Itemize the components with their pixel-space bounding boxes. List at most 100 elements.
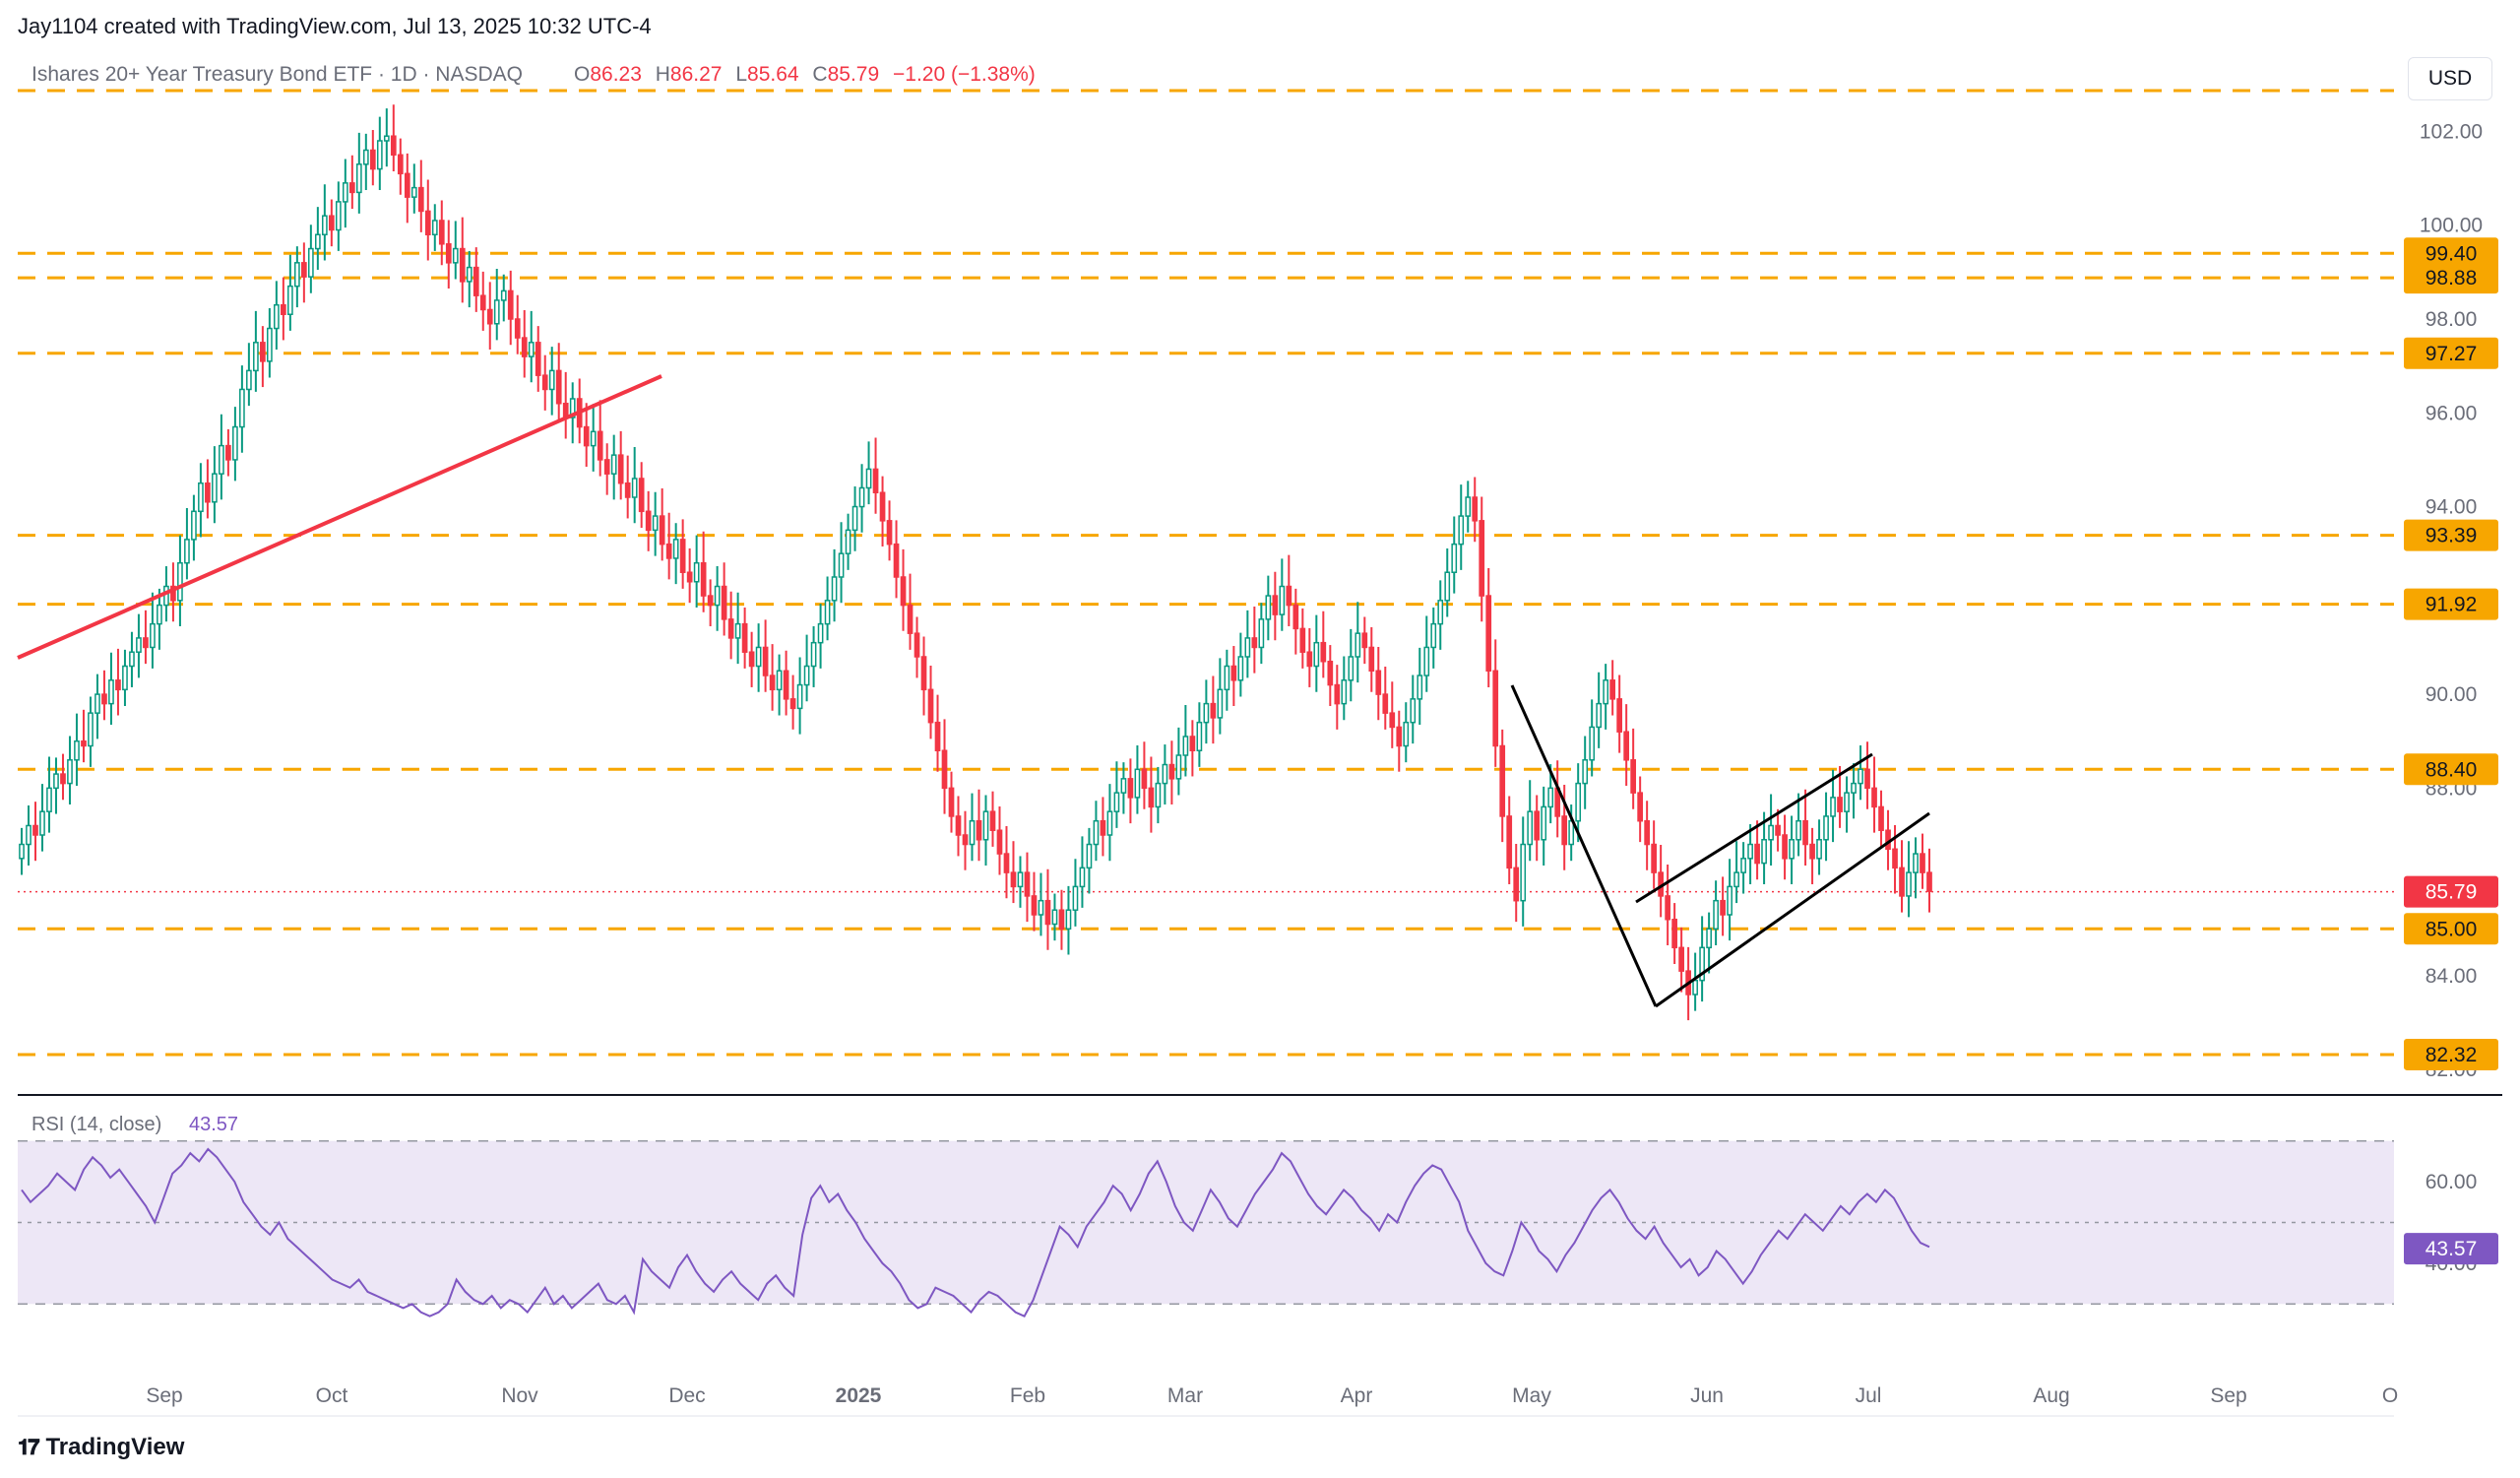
candle-down	[741, 622, 748, 653]
candle-up	[672, 539, 679, 559]
candle-up	[376, 140, 383, 170]
candle-up	[198, 482, 204, 513]
drawings	[17, 374, 1930, 1008]
candle-down	[1782, 834, 1788, 860]
candle-down	[879, 491, 886, 522]
candle-down	[1327, 660, 1334, 686]
candle-up	[1217, 688, 1224, 719]
candle-up	[851, 505, 858, 532]
legend-l-value: 85.64	[747, 63, 799, 86]
time-tick-label: Apr	[1341, 1384, 1373, 1407]
candle-down	[645, 510, 652, 532]
candle-up	[1520, 843, 1527, 902]
red-trendline	[17, 374, 662, 660]
candle-up	[776, 670, 783, 691]
candle-up	[466, 266, 472, 283]
candle-up	[1761, 839, 1767, 865]
candle-up	[528, 342, 535, 357]
candle-up	[46, 787, 52, 812]
candle-up	[294, 262, 300, 288]
candle-up	[1768, 824, 1774, 841]
candle-down	[1230, 665, 1237, 681]
candle-down	[1382, 693, 1389, 714]
level-price-label: 97.27	[2426, 343, 2478, 365]
candle-down	[1100, 819, 1106, 836]
legend-h-label: H	[656, 63, 670, 86]
candle-down	[920, 656, 927, 691]
candle-down	[1299, 627, 1306, 653]
candle-up	[1465, 496, 1472, 517]
legend-symbol[interactable]: Ishares 20+ Year Treasury Bond ETF · 1D …	[32, 63, 523, 86]
candle-up	[1175, 754, 1182, 780]
legend-change: −1.20 (−1.38%)	[893, 63, 1036, 86]
candle-up	[1265, 595, 1272, 620]
candle-down	[976, 819, 982, 841]
candle-up	[253, 342, 259, 372]
currency-button[interactable]: USD	[2408, 57, 2492, 100]
candle-up	[355, 163, 362, 194]
legend-l-label: L	[735, 63, 747, 86]
candle-up	[212, 473, 218, 503]
candle-down	[617, 454, 624, 484]
candle-up	[1079, 867, 1086, 888]
tradingview-logo[interactable]: 𝟏𝟕 TradingView	[18, 1434, 184, 1461]
candle-up	[150, 622, 156, 649]
tradingview-brand: TradingView	[45, 1434, 185, 1460]
legend-ohlc: O86.23 H86.27 L85.64 C85.79 −1.20 (−1.38…	[574, 63, 1036, 86]
legend-h-value: 86.27	[670, 63, 723, 86]
candle-down	[1031, 895, 1038, 916]
candle-down	[927, 688, 934, 724]
candle-down	[665, 543, 672, 559]
level-price-label-bg	[2404, 588, 2498, 620]
candle-up	[1444, 571, 1451, 602]
candle-up	[67, 759, 73, 785]
candle-up	[1086, 843, 1093, 869]
time-tick-label: Sep	[146, 1384, 182, 1407]
candle-up	[1106, 810, 1113, 836]
time-tick-label: 2025	[836, 1384, 882, 1407]
candle-down	[1775, 824, 1781, 836]
candle-down	[115, 679, 121, 691]
candle-down	[996, 829, 1003, 855]
candle-down	[1837, 797, 1843, 812]
candle-down	[1561, 815, 1568, 846]
candle-up	[1224, 665, 1230, 691]
candle-up	[865, 468, 872, 489]
candle-down	[1871, 787, 1877, 808]
candle-up	[631, 478, 638, 498]
candle-up	[1589, 726, 1596, 761]
time-tick-label: O	[2382, 1384, 2398, 1407]
candle-down	[225, 444, 231, 461]
candle-down	[962, 834, 969, 846]
candle-down	[479, 294, 486, 311]
candle-down	[32, 824, 38, 836]
candle-down	[472, 266, 479, 296]
candle-down	[1754, 843, 1760, 865]
candle-down	[1148, 787, 1155, 808]
time-tick-label: Nov	[501, 1384, 538, 1407]
candle-up	[1541, 805, 1547, 841]
candle-down	[1678, 946, 1684, 972]
rsi-label[interactable]: RSI (14, close)	[32, 1114, 161, 1135]
candle-up	[1913, 853, 1919, 873]
time-tick-label: Sep	[2210, 1384, 2246, 1407]
candle-up	[431, 220, 438, 236]
candle-up	[1547, 787, 1554, 808]
candle-up	[177, 561, 183, 602]
candle-up	[1417, 675, 1423, 700]
candle-up	[184, 539, 190, 564]
candle-up	[335, 201, 342, 231]
last-price-label-bg	[2404, 875, 2498, 908]
time-axis: Sep Oct Nov Dec 2025 Feb Mar Apr May Jun Jul Aug Sep…	[18, 1384, 2398, 1417]
candle-up	[1155, 782, 1162, 808]
candle-down	[1899, 867, 1905, 897]
legend-c-value: 85.79	[828, 63, 880, 86]
candle-down	[301, 262, 307, 278]
candle-down	[521, 337, 528, 357]
rsi-line	[21, 1147, 1930, 1317]
time-tick-label: Jun	[1690, 1384, 1724, 1407]
candle-down	[1479, 520, 1485, 597]
candle-up	[1410, 698, 1417, 724]
candle-down	[1368, 646, 1375, 673]
